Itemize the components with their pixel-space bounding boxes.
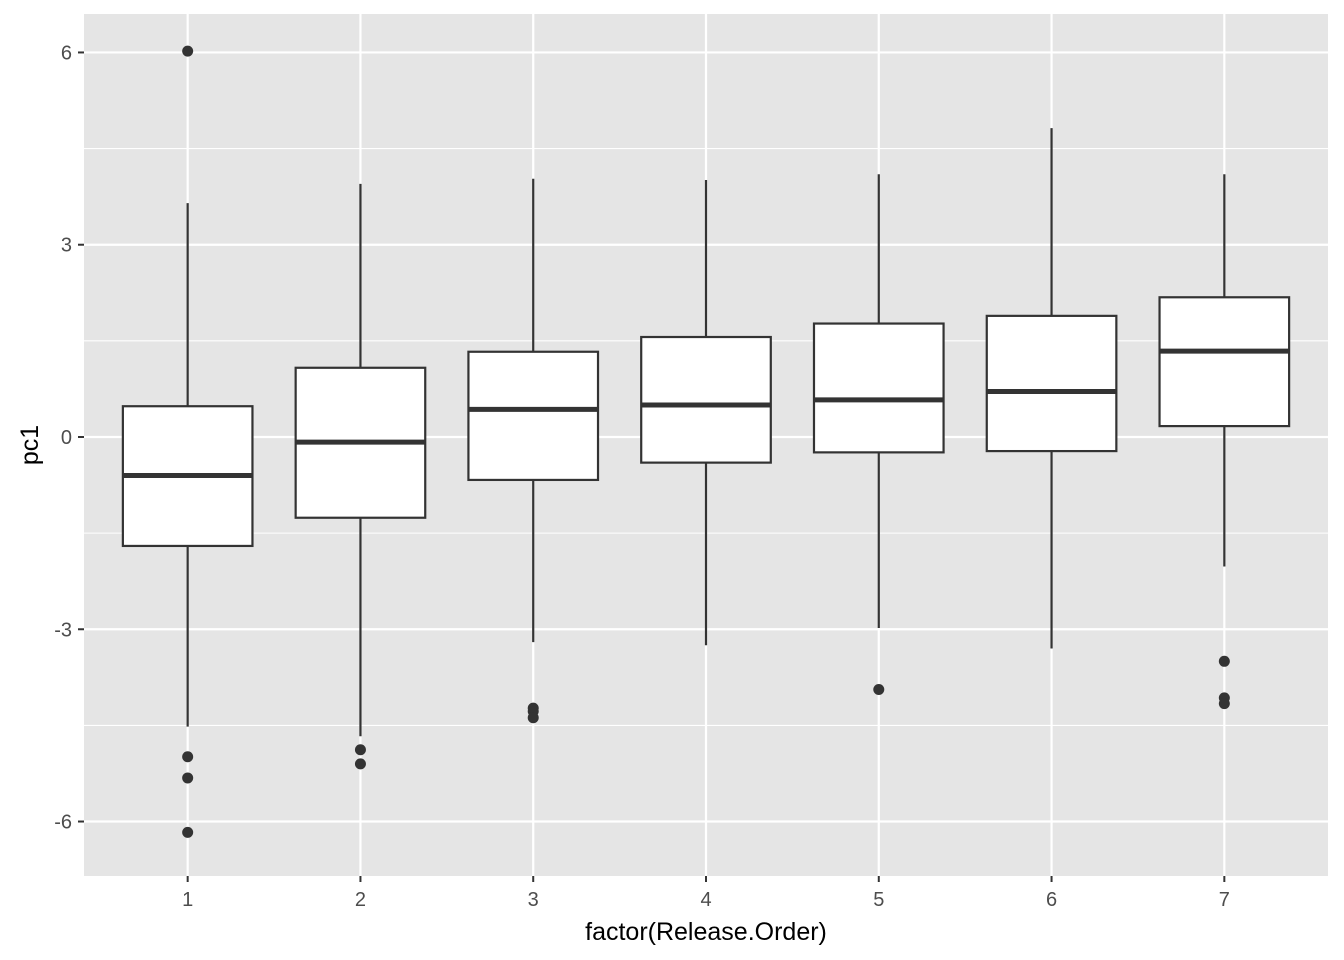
box-group-4 (640, 179, 772, 646)
axes: -6 -3 0 3 6 1 2 3 4 5 6 7 (54, 42, 1230, 911)
box-group-2 (294, 183, 427, 770)
boxes (121, 45, 1291, 838)
outlier-point (182, 772, 194, 784)
outlier-point (182, 826, 194, 838)
x-tick-label: 4 (700, 889, 711, 911)
x-tick-label: 3 (528, 889, 539, 911)
box-iqr (467, 350, 600, 482)
x-tick-label: 6 (1046, 889, 1057, 911)
box-group-6 (985, 128, 1118, 649)
y-tick-label: 0 (61, 427, 72, 449)
box-group-1 (121, 45, 254, 838)
x-axis-title: factor(Release.Order) (585, 918, 827, 946)
outlier-point (182, 751, 194, 763)
x-tick-label: 1 (182, 889, 193, 911)
outlier-point (1218, 655, 1230, 667)
y-tick-label: 6 (61, 42, 72, 64)
box-group-5 (812, 174, 945, 696)
x-tick-label: 7 (1219, 889, 1230, 911)
box-iqr (640, 335, 772, 464)
outlier-point (182, 45, 194, 57)
box-iqr (985, 314, 1118, 453)
y-tick-label: -3 (54, 619, 72, 641)
box-iqr (1158, 296, 1291, 428)
x-tick-label: 2 (355, 889, 366, 911)
box-group-7 (1158, 174, 1291, 710)
y-tick-label: -6 (54, 812, 72, 834)
x-tick-label: 5 (873, 889, 884, 911)
outlier-point (527, 712, 539, 724)
box-group-3 (467, 178, 600, 724)
outlier-point (1218, 698, 1230, 710)
outlier-point (873, 684, 885, 696)
y-tick-label: 3 (61, 235, 72, 257)
outlier-point (354, 758, 366, 770)
box-iqr (812, 322, 945, 454)
y-axis-title: pc1 (16, 425, 44, 465)
outlier-point (354, 744, 366, 756)
